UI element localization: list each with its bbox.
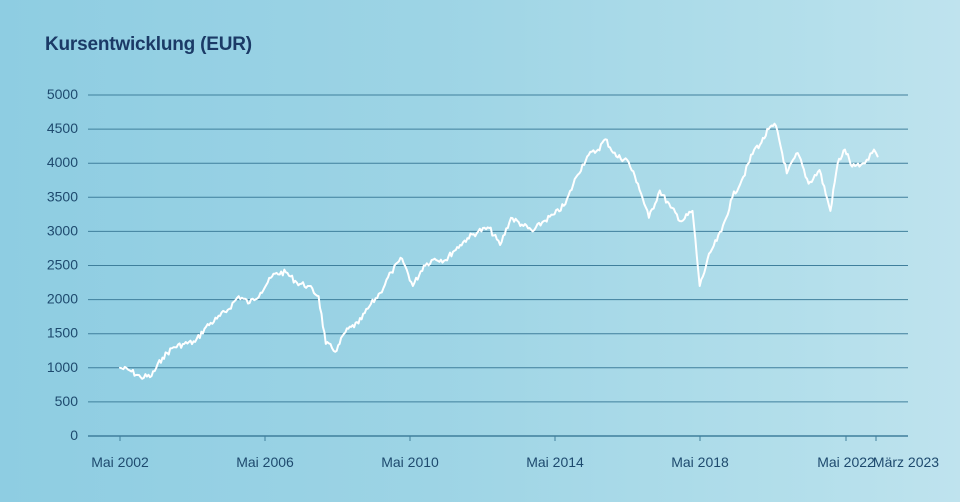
y-tick-label: 500 bbox=[55, 393, 79, 409]
x-tick-label: Mai 2018 bbox=[671, 454, 729, 470]
chart-title: Kursentwicklung (EUR) bbox=[45, 34, 252, 55]
x-tick-label: Mai 2006 bbox=[236, 454, 294, 470]
x-tick-label: Mai 2010 bbox=[381, 454, 439, 470]
x-tick-label: Mai 2014 bbox=[526, 454, 584, 470]
y-tick-label: 4000 bbox=[47, 154, 78, 170]
price-line bbox=[119, 122, 879, 380]
y-axis-labels: 0 500 1000 1500 2000 2500 3000 3500 4000 4500 5000 bbox=[47, 86, 78, 443]
y-tick-label: 1000 bbox=[47, 359, 78, 375]
x-tick-label: Mai 2002 bbox=[91, 454, 149, 470]
y-tick-label: 4500 bbox=[47, 120, 78, 136]
y-tick-label: 3500 bbox=[47, 188, 78, 204]
x-tick-label: Mai 2022 bbox=[817, 454, 875, 470]
gridlines bbox=[88, 94, 908, 437]
y-tick-label: 0 bbox=[70, 427, 78, 443]
x-axis: Mai 2002 Mai 2006 Mai 2010 Mai 2014 Mai 2018… bbox=[91, 436, 939, 470]
y-tick-label: 1500 bbox=[47, 325, 78, 341]
y-tick-label: 5000 bbox=[47, 86, 78, 102]
y-tick-label: 2000 bbox=[47, 291, 78, 307]
x-tick-label: März 2023 bbox=[873, 454, 939, 470]
y-tick-label: 3000 bbox=[47, 222, 78, 238]
y-tick-label: 2500 bbox=[47, 257, 78, 273]
